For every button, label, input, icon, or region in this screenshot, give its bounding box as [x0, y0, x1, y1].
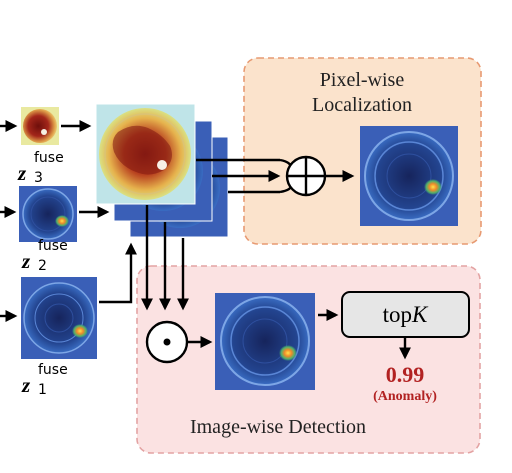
- label-z2-symbol: z: [21, 249, 31, 273]
- topk-k: K: [411, 302, 429, 327]
- stacked-feature-maps: [95, 103, 229, 238]
- detection-title: Image-wise Detection: [190, 416, 366, 438]
- topk-prefix: top: [383, 302, 412, 327]
- localization-panel: Pixel-wise Localization: [243, 57, 482, 245]
- label-z3-symbol: z: [17, 161, 27, 185]
- label-z3: z fuse 3: [17, 150, 64, 186]
- localization-map: [360, 126, 458, 226]
- product-node: [145, 320, 189, 364]
- detection-map: [215, 293, 315, 390]
- feature-map-z2: [19, 186, 77, 242]
- label-z2-subscript: 2: [38, 258, 47, 274]
- label-z1-superscript: fuse: [38, 362, 68, 378]
- sum-node: [285, 155, 327, 197]
- label-z3-superscript: fuse: [34, 150, 64, 166]
- localization-title-line2: Localization: [312, 94, 412, 116]
- feature-map-z3: [21, 107, 59, 145]
- anomaly-label: (Anomaly): [373, 389, 437, 404]
- localization-title-line1: Pixel-wise: [320, 69, 405, 91]
- label-z2-superscript: fuse: [38, 238, 68, 254]
- label-z1-subscript: 1: [38, 382, 47, 398]
- label-z1: z fuse 1: [21, 362, 68, 398]
- label-z2: z fuse 2: [21, 238, 68, 274]
- label-z1-symbol: z: [21, 373, 31, 397]
- topk-block: topK: [341, 291, 470, 338]
- arrow-z1-to-stack: [99, 242, 137, 304]
- anomaly-score: 0.99: [386, 362, 425, 387]
- topk-label: topK: [383, 302, 429, 327]
- label-z3-subscript: 3: [34, 170, 43, 186]
- feature-map-z1: [21, 277, 97, 359]
